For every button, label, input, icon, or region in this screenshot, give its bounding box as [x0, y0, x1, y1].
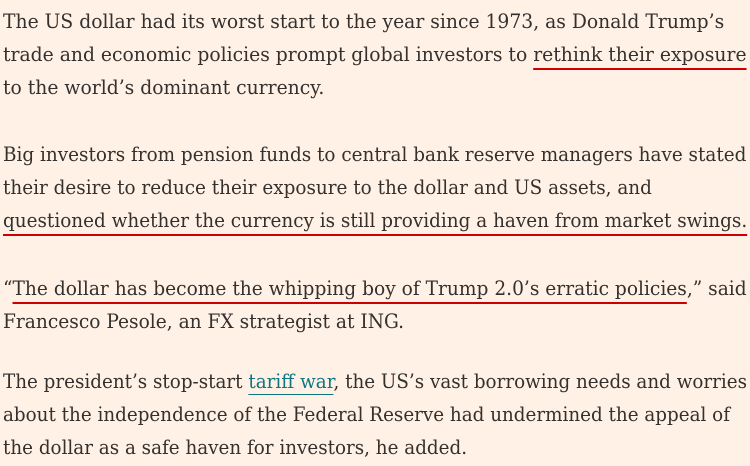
paragraph-line: questioned whether the currency is still… — [3, 204, 747, 237]
paragraph-4: The president’s stop-start tariff war, t… — [3, 365, 750, 464]
whipping-boy-quote-link[interactable]: The dollar has become the whipping boy o… — [12, 277, 687, 300]
paragraph-line: their desire to reduce their exposure to… — [3, 171, 747, 204]
paragraph-3: “The dollar has become the whipping boy … — [3, 272, 750, 338]
paragraph-line: The president’s stop-start tariff war, t… — [3, 365, 747, 398]
paragraph-1: The US dollar had its worst start to the… — [3, 5, 750, 104]
paragraph-line: “The dollar has become the whipping boy … — [3, 272, 747, 305]
paragraph-text: about the independence of the Federal Re… — [3, 403, 730, 426]
paragraph-text: , the US’s vast borrowing needs and worr… — [333, 370, 748, 393]
paragraph-text: Big investors from pension funds to cent… — [3, 143, 747, 166]
paragraph-line: to the world’s dominant currency. — [3, 71, 747, 104]
haven-question-link[interactable]: questioned whether the currency is still… — [3, 209, 748, 232]
paragraph-2: Big investors from pension funds to cent… — [3, 138, 750, 237]
paragraph-line: about the independence of the Federal Re… — [3, 398, 747, 431]
paragraph-line: The US dollar had its worst start to the… — [3, 5, 747, 38]
paragraph-text: The US dollar had its worst start to the… — [3, 10, 725, 33]
paragraph-text: to the world’s dominant currency. — [3, 76, 325, 99]
paragraph-line: trade and economic policies prompt globa… — [3, 38, 747, 71]
paragraph-text: the dollar as a safe haven for investors… — [3, 436, 468, 459]
paragraph-text: trade and economic policies prompt globa… — [3, 43, 534, 66]
paragraph-text: Francesco Pesole, an FX strategist at IN… — [3, 310, 405, 333]
paragraph-line: the dollar as a safe haven for investors… — [3, 431, 747, 464]
paragraph-text: their desire to reduce their exposure to… — [3, 176, 652, 199]
paragraph-text: The president’s stop-start — [3, 370, 249, 393]
rethink-exposure-link[interactable]: rethink their exposure — [533, 43, 747, 66]
paragraph-text: “ — [3, 277, 13, 300]
tariff-war-link[interactable]: tariff war — [248, 370, 334, 393]
paragraph-line: Big investors from pension funds to cent… — [3, 138, 747, 171]
paragraph-line: Francesco Pesole, an FX strategist at IN… — [3, 305, 747, 338]
paragraph-text: ,” said — [686, 277, 747, 300]
